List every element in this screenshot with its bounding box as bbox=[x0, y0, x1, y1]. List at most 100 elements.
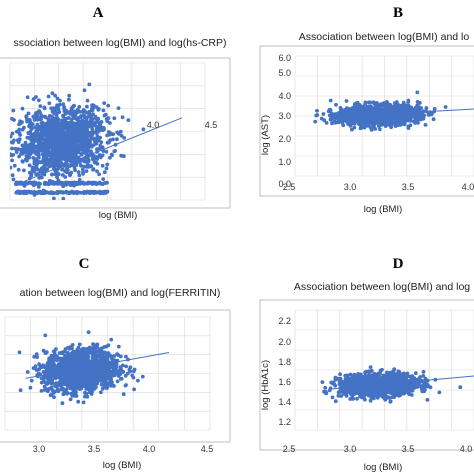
data-point bbox=[31, 150, 36, 154]
data-point bbox=[46, 369, 51, 373]
data-point bbox=[44, 129, 49, 134]
data-point bbox=[47, 101, 52, 106]
data-point bbox=[94, 355, 99, 359]
data-point bbox=[116, 353, 121, 357]
data-point bbox=[39, 376, 44, 380]
data-point bbox=[118, 365, 123, 370]
data-point bbox=[352, 102, 357, 107]
x-tick-label: 3.5 bbox=[402, 182, 415, 192]
data-point bbox=[108, 155, 112, 160]
data-point bbox=[28, 147, 33, 152]
data-point bbox=[76, 170, 81, 175]
data-point bbox=[364, 111, 369, 116]
data-point bbox=[141, 127, 146, 132]
data-point bbox=[74, 361, 79, 365]
data-point bbox=[99, 120, 104, 124]
data-point bbox=[140, 374, 145, 379]
data-point bbox=[111, 132, 115, 137]
data-point bbox=[90, 127, 95, 131]
data-point bbox=[86, 380, 90, 384]
data-point bbox=[100, 386, 105, 391]
data-point bbox=[26, 111, 31, 116]
data-point bbox=[39, 113, 44, 118]
data-point bbox=[400, 119, 404, 123]
data-point bbox=[108, 121, 112, 125]
data-point bbox=[350, 120, 354, 124]
data-point bbox=[58, 123, 63, 127]
data-point bbox=[103, 350, 107, 355]
data-point bbox=[41, 363, 45, 368]
data-point bbox=[55, 96, 60, 101]
data-point bbox=[401, 115, 406, 120]
data-point bbox=[406, 114, 411, 119]
data-point bbox=[17, 350, 22, 355]
data-point bbox=[68, 353, 73, 358]
data-point bbox=[21, 150, 26, 155]
data-point bbox=[72, 131, 76, 136]
data-point bbox=[55, 373, 59, 378]
data-point bbox=[385, 115, 390, 120]
data-point bbox=[76, 136, 81, 140]
data-point bbox=[97, 107, 101, 111]
data-point bbox=[110, 372, 115, 376]
data-point bbox=[70, 346, 74, 351]
data-point bbox=[42, 380, 47, 384]
x-tick-label: 4.5 bbox=[201, 444, 214, 454]
data-point bbox=[94, 160, 98, 165]
data-point bbox=[99, 346, 104, 351]
data-point bbox=[352, 121, 357, 126]
data-point bbox=[374, 103, 379, 108]
data-point bbox=[63, 353, 67, 358]
data-point bbox=[31, 366, 36, 370]
x-tick-label: 3.0 bbox=[344, 182, 357, 192]
data-point bbox=[92, 344, 96, 348]
data-point bbox=[354, 117, 359, 121]
data-point bbox=[106, 103, 111, 108]
data-point bbox=[87, 112, 92, 116]
data-point bbox=[56, 126, 60, 130]
data-point bbox=[18, 121, 23, 126]
data-point bbox=[81, 358, 86, 362]
data-point bbox=[10, 140, 14, 145]
data-point bbox=[54, 384, 59, 389]
data-point bbox=[315, 113, 320, 117]
data-point bbox=[84, 347, 89, 351]
data-point bbox=[136, 378, 140, 383]
data-point bbox=[59, 151, 64, 156]
data-point bbox=[405, 390, 410, 395]
data-point bbox=[130, 373, 135, 378]
data-point bbox=[46, 143, 50, 147]
data-point bbox=[74, 125, 79, 129]
data-point bbox=[54, 137, 59, 142]
data-point bbox=[56, 105, 60, 110]
data-point bbox=[93, 380, 98, 384]
data-point bbox=[443, 105, 448, 109]
data-point bbox=[124, 364, 129, 369]
data-point bbox=[74, 374, 79, 378]
plot-frame bbox=[259, 299, 474, 451]
panel-a: Association between log(BMI) and log(hs-… bbox=[0, 5, 231, 221]
data-point bbox=[65, 180, 70, 185]
data-point bbox=[41, 156, 46, 161]
data-point bbox=[378, 103, 382, 108]
data-point bbox=[39, 121, 44, 125]
data-point bbox=[33, 160, 38, 165]
data-point bbox=[76, 399, 81, 404]
y-tick-label: 6.0 bbox=[278, 53, 291, 63]
data-point bbox=[57, 366, 62, 370]
data-point bbox=[315, 108, 319, 113]
data-point bbox=[45, 167, 50, 172]
data-point bbox=[58, 138, 63, 142]
data-point bbox=[116, 106, 121, 110]
data-point bbox=[90, 376, 95, 381]
data-point bbox=[370, 109, 374, 114]
data-point bbox=[368, 365, 373, 369]
data-point bbox=[59, 379, 64, 383]
data-point bbox=[28, 130, 33, 134]
data-point bbox=[357, 119, 362, 124]
data-point bbox=[103, 112, 108, 117]
data-point bbox=[371, 100, 376, 105]
data-point bbox=[90, 182, 95, 186]
data-point bbox=[45, 362, 49, 367]
